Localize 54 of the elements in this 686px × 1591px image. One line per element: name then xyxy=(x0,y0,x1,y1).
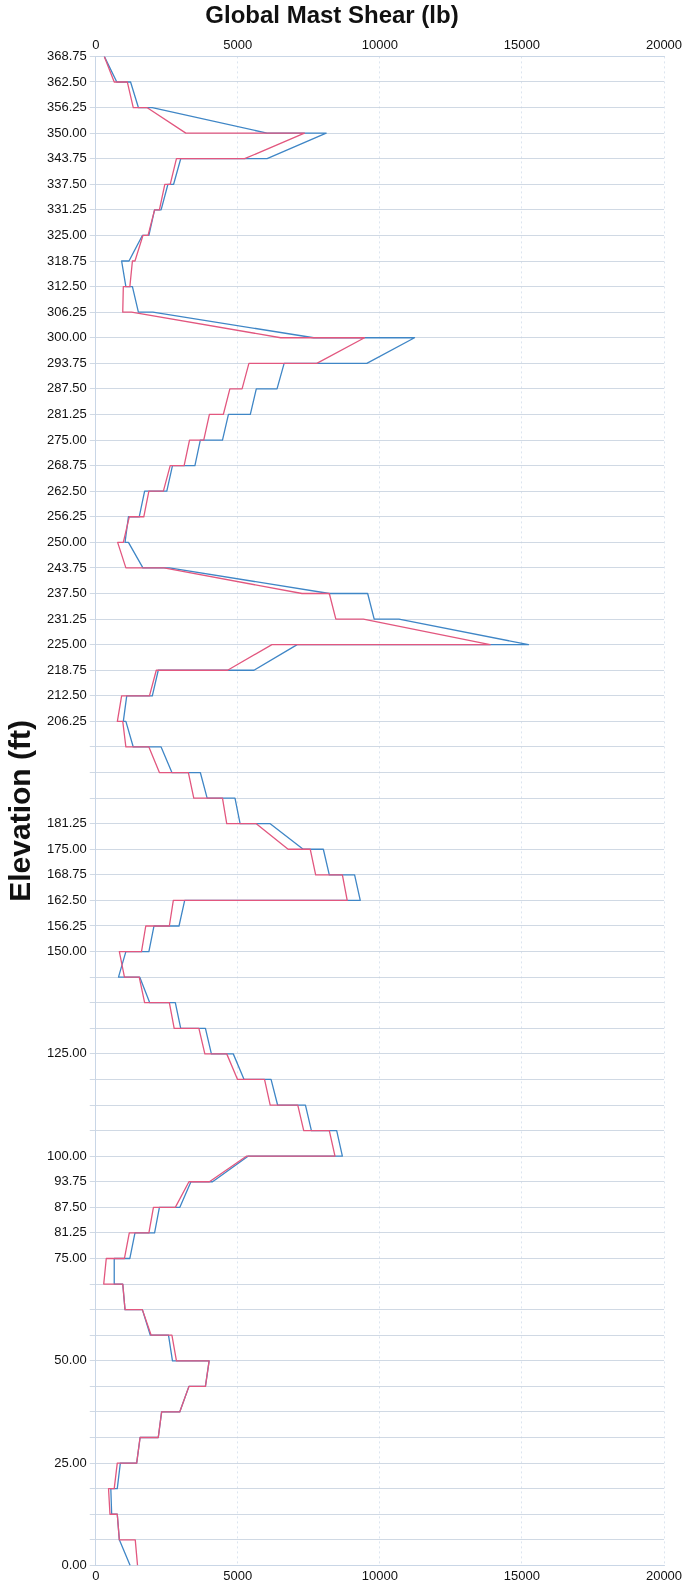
y-tick-label: 331.25 xyxy=(47,201,87,217)
y-tick-label: 206.25 xyxy=(47,712,87,728)
y-tick-label: 356.25 xyxy=(47,99,87,115)
y-tick-label: 25.00 xyxy=(54,1454,87,1470)
x2-tick-label: 0 xyxy=(92,37,100,53)
y-tick-label: 50.00 xyxy=(54,1352,87,1368)
y-tick-label: 268.75 xyxy=(47,457,87,473)
x-tick-label: 0 xyxy=(92,1567,100,1583)
y-tick-label: 237.50 xyxy=(47,585,87,601)
y-tick-label: 368.75 xyxy=(47,47,87,63)
y-tick-label: 281.25 xyxy=(47,406,87,422)
y-tick-label: 337.50 xyxy=(47,175,87,191)
y-tick-label: 212.50 xyxy=(47,687,87,703)
y-tick-label: 100.00 xyxy=(47,1147,87,1163)
y-tick-label: 0.00 xyxy=(61,1556,87,1572)
y-tick-label: 181.25 xyxy=(47,815,87,831)
x-tick-label: 20000 xyxy=(645,1567,683,1583)
chart-title: Global Mast Shear (lb) xyxy=(205,1,459,29)
x-tick-label: 10000 xyxy=(361,1567,398,1583)
y-tick-label: 87.50 xyxy=(54,1198,87,1214)
x2-tick-label: 20000 xyxy=(645,37,683,53)
y-tick-label: 343.75 xyxy=(47,150,87,166)
y-tick-label: 150.00 xyxy=(47,943,87,959)
x-tick-label: 5000 xyxy=(223,1567,253,1583)
y-tick-label: 168.75 xyxy=(47,866,87,882)
x2-tick-label: 10000 xyxy=(361,37,398,53)
x2-tick-label: 5000 xyxy=(223,37,253,53)
y-tick-label: 156.25 xyxy=(47,917,87,933)
x2-tick-label: 15000 xyxy=(503,37,541,53)
y-tick-label: 306.25 xyxy=(47,303,87,319)
y-tick-label: 162.50 xyxy=(47,892,87,907)
y-tick-label: 93.75 xyxy=(54,1173,87,1189)
y-tick-label: 350.00 xyxy=(47,124,87,140)
y-tick-label: 75.00 xyxy=(54,1250,87,1266)
y-tick-label: 81.25 xyxy=(54,1224,87,1240)
y-tick-label: 318.75 xyxy=(47,252,87,268)
y-tick-label: 275.00 xyxy=(47,431,87,447)
y-tick-label: 218.75 xyxy=(47,661,87,677)
y-tick-label: 312.50 xyxy=(47,278,87,294)
y-tick-label: 300.00 xyxy=(47,329,87,345)
y-tick-label: 256.25 xyxy=(47,508,87,524)
y-tick-label: 175.00 xyxy=(47,840,87,856)
y-tick-label: 231.25 xyxy=(47,610,87,626)
y-tick-label: 287.50 xyxy=(47,380,87,396)
y-tick-label: 262.50 xyxy=(47,482,87,498)
y-tick-label: 362.50 xyxy=(47,73,87,89)
y-tick-label: 293.75 xyxy=(47,354,87,370)
y-axis-title: Elevation (ft) xyxy=(3,720,37,902)
y-tick-label: 250.00 xyxy=(47,533,87,549)
y-tick-label: 243.75 xyxy=(47,559,87,575)
y-tick-label: 325.00 xyxy=(47,227,87,243)
y-tick-label: 225.00 xyxy=(47,636,87,652)
x-tick-label: 15000 xyxy=(503,1567,541,1583)
y-tick-label: 125.00 xyxy=(47,1045,87,1061)
